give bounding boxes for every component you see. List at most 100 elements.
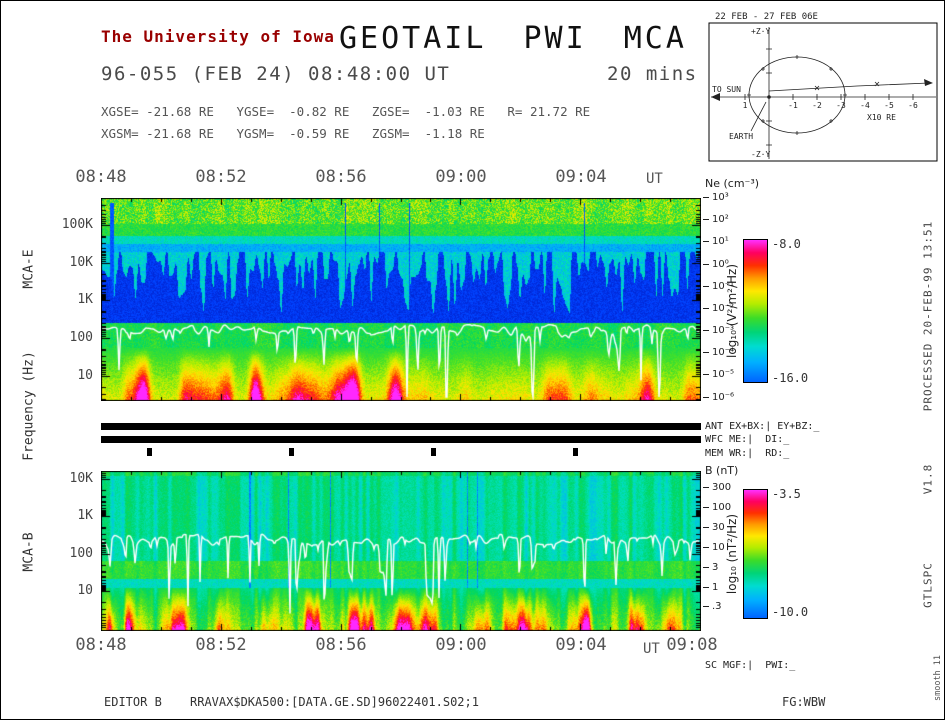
time-tick-bottom: 09:04	[555, 635, 607, 655]
smooth-annotation: smooth 11	[933, 654, 943, 702]
b-tick: 1	[703, 582, 718, 593]
ne-tick: 10⁻⁴	[703, 347, 734, 358]
freq-tick-b: 1K	[77, 508, 93, 523]
to-sun-arrow	[711, 93, 720, 101]
colorbar-e-label: log₁₀ (V²/m²/Hz)	[725, 263, 739, 359]
mem-write-mark	[147, 448, 152, 456]
ne-tick: 10⁰	[703, 259, 729, 270]
orbit-x-tick: -2	[812, 101, 822, 110]
mca-e-axis-name: MCA-E	[21, 249, 37, 289]
earth-marker	[767, 95, 771, 99]
freq-tick-e: 1K	[77, 292, 93, 307]
institution-label: The University of Iowa	[101, 27, 335, 46]
data-file-path: RRAVAX$DKA500:[DATA.GE.SD]96022401.S02;1	[190, 695, 479, 709]
wfc-status-label: WFC ME:| DI:_	[705, 434, 790, 445]
fg-label: FG:WBW	[782, 695, 826, 709]
mca-b-spectrogram	[101, 471, 701, 631]
ne-tick: 10⁻³	[703, 325, 734, 336]
colorbar-b-max: -3.5	[772, 487, 801, 501]
plus-z-label: +Z·Y	[751, 27, 770, 36]
colorbar-e-max: -8.0	[772, 237, 801, 251]
orbit-day-markers	[747, 55, 847, 135]
mem-write-mark	[289, 448, 294, 456]
orbit-ellipse	[748, 56, 846, 134]
minus-z-label: -Z·Y	[751, 150, 770, 159]
antenna-status-label: ANT EX+BX:| EY+BZ:_	[705, 421, 820, 432]
page-title: GEOTAIL PWI MCA	[339, 21, 687, 56]
version-annotation: V1.8	[921, 463, 935, 495]
freq-tick-e: 100	[69, 330, 93, 345]
wfc-status-bar	[101, 436, 701, 443]
orbit-x-tick: 1	[743, 101, 748, 110]
program-annotation: GTLSPC	[921, 562, 935, 608]
sc-status-label: SC MGF:| PWI:_	[705, 660, 796, 671]
mem-write-mark	[573, 448, 578, 456]
colorbar-b	[743, 489, 768, 619]
freq-tick-b: 10K	[69, 471, 93, 486]
mca-e-spectrogram	[101, 198, 701, 401]
orbit-title: 22 FEB - 27 FEB 06E	[715, 12, 818, 22]
ut-label-bottom: UT	[643, 641, 660, 657]
ne-tick: 10⁻¹	[703, 281, 734, 292]
time-tick-top: 09:00	[435, 167, 487, 187]
ne-tick: 10³	[703, 192, 729, 203]
editor-label: EDITOR B	[104, 695, 162, 709]
to-sun-label: TO SUN	[712, 85, 741, 94]
b-tick: .3	[703, 601, 722, 612]
time-tick-bottom: 09:00	[435, 635, 487, 655]
mem-status-label: MEM WR:| RD:_	[705, 448, 790, 459]
orbit-x-tick: -4	[860, 101, 870, 110]
processed-annotation: PROCESSED 20-FEB-99 13:51	[921, 220, 935, 412]
ne-tick: 10⁻⁵	[703, 369, 734, 380]
time-tick-bottom: 08:48	[75, 635, 127, 655]
freq-tick-b: 100	[69, 546, 93, 561]
orbit-box	[708, 22, 938, 162]
ne-tick: 10⁻²	[703, 303, 734, 314]
colorbar-e-min: -16.0	[772, 371, 809, 385]
orbit-x-tick: -1	[788, 101, 798, 110]
ne-tick: 10²	[703, 214, 729, 225]
colorbar-b-label: log₁₀ (nT²/Hz)	[725, 513, 739, 595]
mem-write-mark	[431, 448, 436, 456]
trajectory-arrow	[924, 79, 933, 86]
colorbar-e	[743, 239, 768, 383]
freq-tick-e: 100K	[61, 217, 93, 232]
orbit-x-tick: -5	[884, 101, 894, 110]
b-tick: 10	[703, 542, 725, 553]
orbit-axis-ticks	[744, 48, 914, 146]
b-axis-title: B (nT)	[705, 464, 739, 477]
ne-tick: 10⁻⁶	[703, 392, 734, 403]
trajectory-line	[768, 81, 930, 92]
orbit-x-tick: -6	[908, 101, 918, 110]
time-tick-bottom: 08:52	[195, 635, 247, 655]
freq-tick-b: 10	[77, 583, 93, 598]
time-tick-end: 09:08	[666, 635, 718, 655]
gse-coordinates: XGSE= -21.68 RE YGSE= -0.82 RE ZGSE= -1.…	[101, 104, 591, 119]
freq-tick-e: 10K	[69, 255, 93, 270]
time-tick-top: 08:48	[75, 167, 127, 187]
time-tick-top: 08:56	[315, 167, 367, 187]
time-tick-bottom: 08:56	[315, 635, 367, 655]
freq-tick-e: 10	[77, 368, 93, 383]
time-tick-top: 08:52	[195, 167, 247, 187]
antenna-status-bar	[101, 423, 701, 430]
mca-b-axis-name: MCA-B	[21, 532, 37, 572]
orbit-x-tick: -3	[836, 101, 846, 110]
orbit-scale-label: X10 RE	[867, 113, 896, 122]
b-tick: 30	[703, 522, 725, 533]
ne-axis-title: Ne (cm⁻³)	[705, 177, 760, 190]
b-tick: 100	[703, 502, 731, 513]
ut-label-top: UT	[646, 171, 663, 187]
timestamp-label: 96-055 (FEB 24) 08:48:00 UT	[101, 63, 451, 85]
colorbar-b-min: -10.0	[772, 605, 809, 619]
time-tick-top: 09:04	[555, 167, 607, 187]
earth-label: EARTH	[729, 132, 753, 141]
orbit-inset: 22 FEB - 27 FEB 06E +Z·Y -Z·Y TO SUN EAR…	[708, 12, 938, 162]
b-tick: 300	[703, 482, 731, 493]
duration-label: 20 mins	[607, 63, 698, 85]
frequency-axis-label: Frequency (Hz)	[21, 351, 37, 461]
earth-pointer	[750, 101, 767, 132]
b-tick: 3	[703, 562, 718, 573]
ne-tick: 10¹	[703, 236, 729, 247]
